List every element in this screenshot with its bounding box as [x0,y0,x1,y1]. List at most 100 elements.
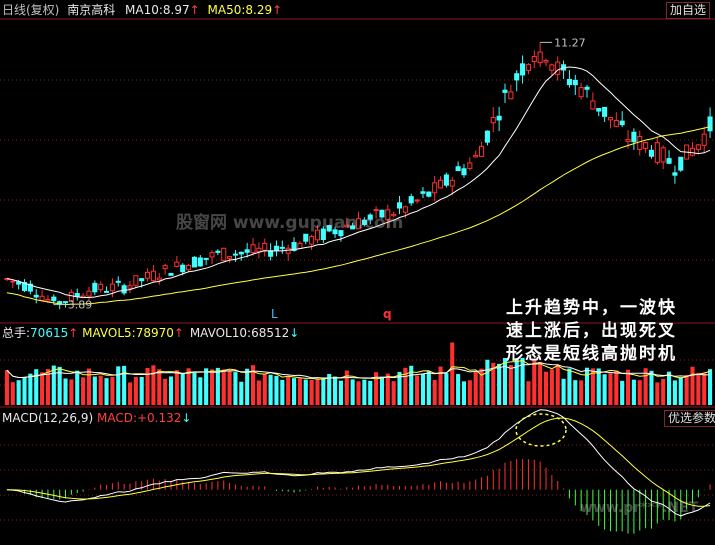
volume-bar [614,370,619,405]
candle-body [566,78,572,86]
candle-body [62,301,69,304]
volume-bar [473,371,478,405]
volume-bar [497,363,502,405]
candle-body [344,224,350,228]
volume-bar [227,370,232,405]
volume-bar [444,373,449,405]
candle-body [326,225,332,232]
volume-bar [415,375,420,405]
volume-bar [333,376,338,405]
volume-bar [620,380,625,405]
volume-bar [368,380,373,405]
volume-bar [625,369,631,405]
volume-bar [696,372,701,405]
volume-bar [250,365,256,405]
mavol10-down-arrow-icon: ↓ [289,326,300,340]
volume-bar [362,379,367,405]
candle-body [426,191,432,197]
mavol5-label: MAVOL5: [82,326,136,340]
volume-bar [667,371,672,405]
candle-body [150,270,156,282]
candle-body [203,257,209,260]
volume-bar [256,380,261,405]
volume-bar [98,375,103,405]
volume-bar [327,373,332,405]
period-label[interactable]: 日线(复权) [2,3,60,17]
marker-l: L [271,307,278,321]
mavol10-value: 68512 [251,326,290,340]
ma50-label: MA50: [207,3,246,17]
volume-bar [145,367,150,405]
candle-body [291,242,297,251]
macd-dea-line [6,417,711,507]
volume-bar [538,361,543,405]
candle-body [648,149,655,157]
add-watchlist-button[interactable]: 加自选 [666,2,711,19]
candle-body [578,87,584,98]
ma50-value: 8.29 [245,3,273,17]
candle-body [338,230,344,237]
candle-body [186,264,192,271]
volume-bar [702,373,707,405]
ma10-line [6,66,711,298]
annotation-line-3: 形态是短线高抛时机 [506,344,677,364]
chart-grid [0,18,715,521]
candle-body [695,144,701,150]
candle-body [121,285,127,294]
volume-bar [127,382,133,405]
macd-series [6,409,711,534]
volume-bar [479,368,484,405]
candle-body [45,298,51,302]
candle-body [660,147,666,163]
volume-bar [374,372,379,405]
candle-body [238,251,244,255]
candle-body [250,244,256,253]
candle-body [244,249,250,253]
volume-bar [297,378,302,405]
candle-body [367,214,373,220]
candle-body [496,115,502,121]
mavol5-value: 78970 [135,326,174,340]
candle-body [467,162,473,169]
volume-bar [45,369,50,405]
select-params-button[interactable]: 优选参数 [664,410,715,427]
candle-body [672,172,678,176]
candle-body [209,252,215,258]
candle-body [678,156,684,171]
volume-bar [280,379,285,405]
volume-bar [40,372,45,405]
volume-bar [10,382,15,405]
candle-body [86,290,92,297]
candle-body [139,278,145,282]
volume-bars [4,342,713,405]
death-cross-highlight [515,413,567,447]
volume-bar [391,381,396,405]
volume-bar [34,369,39,405]
candle-body [355,218,362,230]
volume-bar [338,380,343,405]
volume-bar [315,379,320,405]
volume-bar [321,377,326,405]
volume-bar [209,369,215,405]
candle-body [309,236,315,245]
volume-bar [561,378,566,405]
candle-body [168,272,174,276]
volume-bar [309,379,314,405]
volume-bar [573,380,578,405]
candle-body [350,225,356,230]
volume-bar [379,376,384,405]
watermark-bottom: www.pr***.NET [580,500,699,516]
candle-body [478,145,485,157]
volume-bar [485,359,490,405]
candle-body [514,73,520,81]
candle-body [21,282,28,291]
volume-bar [63,378,68,405]
volume-bar [122,365,127,405]
volume-bar [438,366,443,405]
ma50-up-arrow-icon: ↑ [272,3,283,17]
candle-body [145,271,151,279]
candle-body [303,233,309,242]
candle-body [314,229,321,241]
candle-body [449,179,455,187]
candle-body [156,277,162,281]
